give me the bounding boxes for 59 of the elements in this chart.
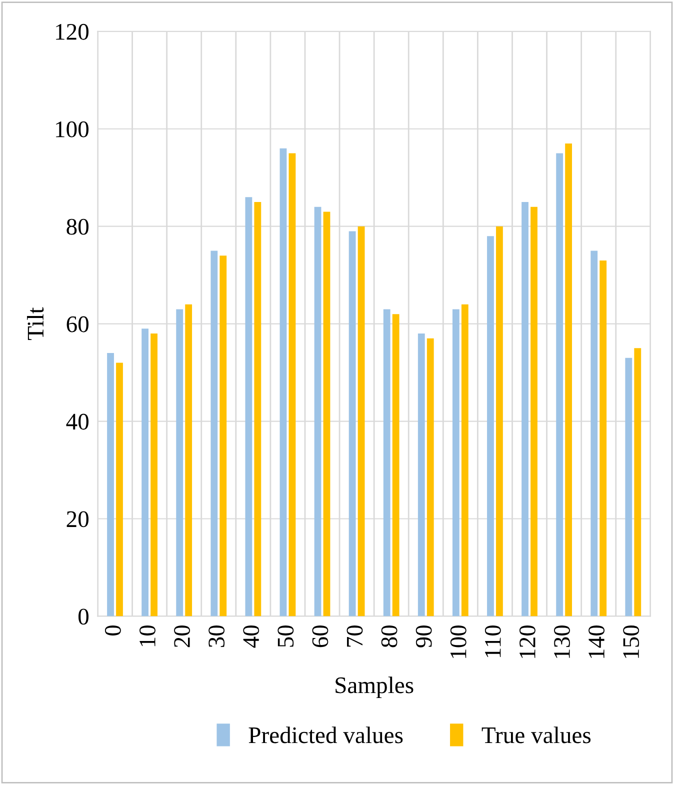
x-tick-label: 130 bbox=[554, 625, 570, 658]
x-tick-label: 60 bbox=[312, 625, 328, 648]
y-tick-label: 120 bbox=[56, 24, 88, 40]
bar bbox=[323, 212, 330, 616]
y-tick-label: 0 bbox=[78, 608, 88, 625]
bar bbox=[625, 358, 632, 616]
x-tick-label: 10 bbox=[140, 625, 156, 646]
bar bbox=[348, 231, 356, 616]
bar bbox=[210, 250, 218, 616]
y-tick-label: 20 bbox=[66, 511, 88, 528]
bar bbox=[220, 256, 227, 616]
bar bbox=[496, 226, 503, 616]
bar bbox=[565, 143, 572, 616]
bar bbox=[280, 148, 287, 616]
y-tick-label: 80 bbox=[66, 218, 88, 235]
bar bbox=[358, 226, 365, 616]
legend-label: Predicted values bbox=[248, 726, 403, 744]
x-tick-label: 80 bbox=[381, 625, 398, 648]
bar bbox=[600, 260, 607, 616]
bar bbox=[418, 334, 425, 616]
bar bbox=[116, 362, 123, 616]
x-tick-label: 0 bbox=[104, 625, 121, 636]
bar bbox=[142, 328, 149, 616]
bar bbox=[634, 348, 642, 616]
x-tick-label: 150 bbox=[623, 625, 640, 658]
bar bbox=[288, 153, 296, 616]
x-tick-label: 40 bbox=[243, 625, 260, 648]
y-tick-label: 60 bbox=[66, 316, 88, 332]
bar bbox=[522, 202, 528, 616]
x-tick-label: 100 bbox=[450, 625, 466, 658]
x-tick-label: 140 bbox=[588, 625, 605, 658]
y-tick-label: 40 bbox=[66, 414, 88, 430]
bar bbox=[556, 153, 564, 616]
bar bbox=[314, 206, 322, 616]
bar bbox=[590, 250, 598, 616]
bar bbox=[461, 304, 468, 616]
x-tick-label: 70 bbox=[346, 625, 363, 647]
bar bbox=[245, 197, 252, 616]
bar bbox=[254, 202, 262, 616]
y-tick-label: 100 bbox=[56, 121, 88, 138]
bar bbox=[392, 314, 400, 616]
x-tick-label: 110 bbox=[484, 625, 501, 658]
x-tick-label: 20 bbox=[174, 625, 190, 648]
bar bbox=[383, 309, 390, 616]
bar bbox=[185, 304, 192, 616]
x-tick-label: 30 bbox=[208, 625, 225, 648]
x-tick-label: 50 bbox=[278, 625, 294, 647]
bar bbox=[487, 236, 494, 616]
x-tick-label: 90 bbox=[416, 625, 432, 648]
y-axis-title: Tilt bbox=[27, 307, 44, 340]
bar bbox=[107, 353, 114, 616]
legend-label: True values bbox=[482, 726, 591, 744]
bar bbox=[452, 309, 460, 616]
bar bbox=[426, 338, 434, 616]
bar bbox=[150, 334, 158, 616]
bar bbox=[530, 206, 538, 616]
x-axis-title: Samples bbox=[336, 676, 414, 698]
bar bbox=[176, 309, 184, 616]
x-tick-label: 120 bbox=[519, 625, 536, 658]
